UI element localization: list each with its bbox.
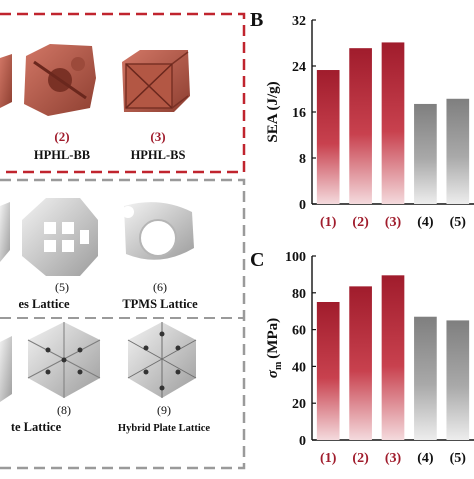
bar-1: [316, 302, 340, 440]
label-num-3: (3): [150, 129, 165, 144]
x-category-label: (4): [417, 451, 434, 466]
model-strut-partial: [0, 202, 10, 262]
panel-label-b: B: [250, 9, 263, 31]
bar-3: [381, 42, 405, 204]
label-name-strut-lattice: es Lattice: [18, 297, 69, 311]
label-num-9: (9): [157, 403, 171, 417]
x-category-label: (5): [450, 451, 467, 466]
panel-label-c: C: [250, 249, 264, 271]
gray-dashed-frame: [0, 178, 246, 470]
chart-c-ylabel-unit: (MPa): [265, 318, 281, 359]
chart-c-ylabel-sub: m: [273, 361, 284, 370]
x-category-label: (4): [417, 215, 434, 230]
x-category-label: (2): [352, 215, 369, 230]
label-name-hphl-bb: HPHL-BB: [34, 148, 90, 162]
lattice-models-panel: (2) HPHL-BB (3) HPHL-BS (5) es Lattice (…: [0, 12, 246, 470]
y-tick-label: 80: [292, 287, 306, 302]
model-hphl-partial: [0, 54, 12, 108]
model-tpms-lattice: [122, 202, 194, 260]
model-plate-lattice: [27, 322, 101, 398]
x-category-label: (2): [352, 451, 369, 466]
bar-2: [349, 48, 372, 204]
bar-5: [446, 320, 470, 440]
x-category-label: (5): [450, 215, 467, 230]
label-num-2: (2): [54, 129, 69, 144]
y-tick-label: 60: [292, 324, 306, 339]
label-name-hphl-bs: HPHL-BS: [131, 148, 186, 162]
model-plate-partial: [0, 336, 12, 402]
model-hphl-bb: [24, 44, 96, 116]
label-num-6: (6): [153, 280, 167, 294]
chart-c-ylabel: σm (MPa): [265, 318, 284, 378]
model-hybrid-plate-lattice: [127, 322, 197, 398]
label-name-plate-lattice: te Lattice: [11, 420, 62, 434]
chart-b: 0 8 16 24 32 (1) (2) (3) (4) (5): [292, 14, 474, 230]
chart-c-ylabel-symbol: σ: [265, 369, 281, 378]
lattice-models-figure: (2) HPHL-BB (3) HPHL-BS (5) es Lattice (…: [0, 12, 246, 470]
y-tick-label: 0: [299, 198, 306, 213]
y-tick-label: 32: [292, 14, 306, 29]
bar-charts: B SEA (J/g) 0 8 16 24 32 (1) (2) (3) (4) (5) C σm…: [250, 9, 474, 466]
bar-5: [446, 98, 470, 204]
y-tick-label: 8: [299, 152, 306, 167]
bar-4: [414, 316, 437, 440]
red-dashed-frame: [0, 12, 246, 174]
model-strut-lattice: [22, 198, 98, 276]
y-tick-label: 20: [292, 397, 306, 412]
y-tick-label: 16: [292, 106, 306, 121]
label-num-8: (8): [57, 403, 71, 417]
chart-c: 0 20 40 60 80 100 (1) (2) (3) (4) (5): [285, 250, 474, 466]
x-category-label: (1): [320, 215, 337, 230]
chart-b-ylabel: SEA (J/g): [265, 81, 281, 142]
bar-4: [414, 103, 437, 204]
bar-1: [316, 70, 340, 205]
y-tick-label: 24: [292, 60, 306, 75]
label-num-5: (5): [55, 280, 69, 294]
label-name-hybrid-plate-lattice: Hybrid Plate Lattice: [118, 423, 210, 434]
x-category-label: (1): [320, 451, 337, 466]
bar-3: [381, 275, 405, 440]
y-tick-label: 0: [299, 434, 306, 449]
bar-charts-panel: B SEA (J/g) 0 8 16 24 32 (1) (2) (3) (4) (5) C σm…: [250, 0, 474, 474]
x-category-label: (3): [385, 451, 402, 466]
y-tick-label: 100: [285, 250, 306, 265]
x-category-label: (3): [385, 215, 402, 230]
y-tick-label: 40: [292, 360, 306, 375]
model-hphl-bs: [122, 50, 190, 112]
label-name-tpms-lattice: TPMS Lattice: [122, 297, 198, 311]
bar-2: [349, 286, 372, 440]
